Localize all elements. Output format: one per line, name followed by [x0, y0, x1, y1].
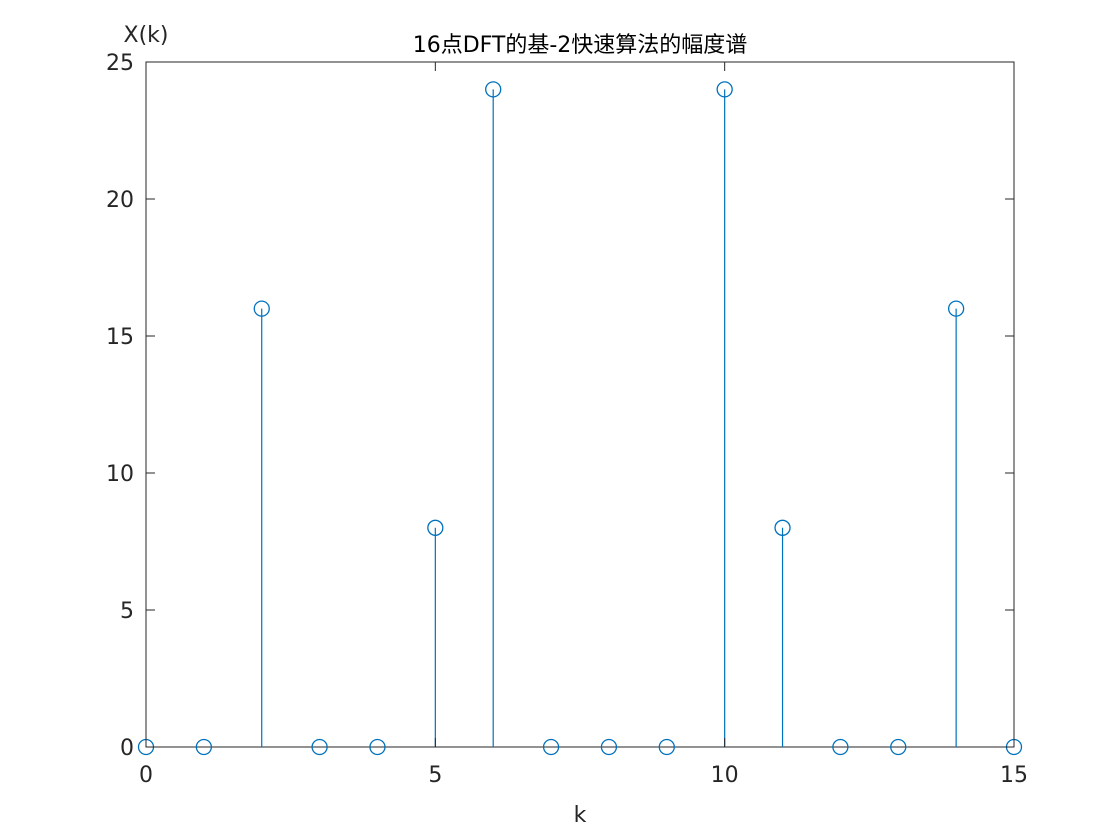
x-tick-label: 5	[428, 763, 442, 788]
y-axis-label: X(k)	[124, 23, 169, 48]
stems	[139, 82, 1022, 755]
y-tick-label: 10	[106, 462, 134, 487]
y-tick-label: 25	[106, 51, 134, 76]
y-tick-label: 0	[120, 736, 134, 761]
x-tick-label: 15	[1000, 763, 1028, 788]
axes	[146, 62, 1014, 747]
plot-box	[146, 62, 1014, 747]
x-tick-label: 10	[711, 763, 739, 788]
ticks: 0 5 10 15 0 5 10 15 20 25	[106, 51, 1028, 788]
y-tick-label: 5	[120, 599, 134, 624]
x-axis-label: k	[574, 803, 587, 828]
chart-title: 16点DFT的基-2快速算法的幅度谱	[413, 33, 748, 58]
y-tick-label: 20	[106, 188, 134, 213]
y-tick-label: 15	[106, 325, 134, 350]
x-tick-label: 0	[139, 763, 153, 788]
